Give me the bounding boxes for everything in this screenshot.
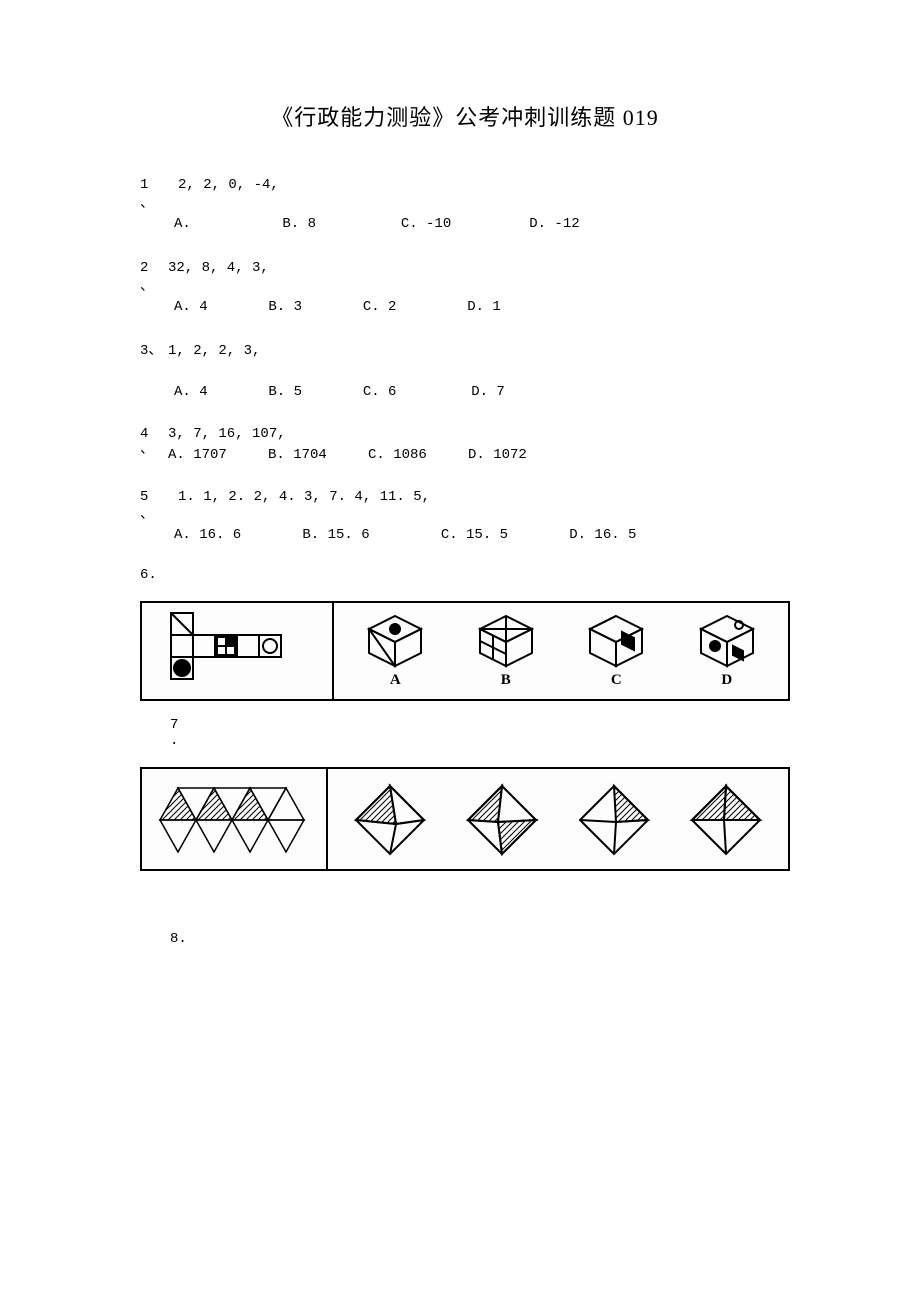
q7-net (142, 769, 328, 869)
q7-label: 7 . (170, 717, 790, 749)
q5-opt-d: D. 16. 5 (569, 522, 636, 549)
octahedron-icon (346, 780, 434, 858)
q6-option-b: B (472, 612, 540, 689)
q1-opt-c: C. -10 (401, 211, 521, 238)
cube-icon (582, 612, 650, 670)
q1-opt-b: B. 8 (282, 211, 392, 238)
triangle-strip-icon (154, 780, 314, 858)
q3-num: 3、 (140, 338, 168, 365)
q6-label: 6. (140, 567, 790, 583)
question-5: 5 1. 1, 2. 2, 4. 3, 7. 4, 11. 5, 、 A. 16… (140, 484, 790, 549)
q1-tick: 、 (140, 197, 168, 211)
q1-sequence: 2, 2, 0, -4, (178, 172, 790, 199)
q6-option-a: A (361, 612, 429, 689)
q2-num: 2 (140, 255, 168, 282)
q5-num: 5 (140, 484, 168, 511)
q5-opt-b: B. 15. 6 (302, 522, 432, 549)
q5-opt-c: C. 15. 5 (441, 522, 561, 549)
q3-opt-b: B. 5 (268, 379, 354, 406)
q4-opt-b: B. 1704 (268, 445, 368, 466)
octahedron-icon (682, 780, 770, 858)
q6-opt-b-label: B (501, 672, 511, 689)
q7-dot: . (170, 733, 790, 749)
cube-icon (693, 612, 761, 670)
q1-num: 1 (140, 172, 168, 199)
q1-opt-d: D. -12 (529, 211, 579, 238)
octahedron-icon (570, 780, 658, 858)
q4-tick: 、 (140, 443, 168, 457)
q8-label: 8. (170, 931, 790, 947)
octahedron-icon (458, 780, 546, 858)
figure-q7 (140, 767, 790, 871)
q2-opt-a: A. 4 (174, 294, 260, 321)
page-title: 《行政能力测验》公考冲刺训练题 019 (140, 100, 790, 132)
q6-opt-d-label: D (721, 672, 732, 689)
q6-opt-a-label: A (390, 672, 401, 689)
q3-opt-c: C. 6 (363, 379, 463, 406)
q4-sequence: 3, 7, 16, 107, (168, 424, 790, 445)
q6-option-c: C (582, 612, 650, 689)
q2-tick: 、 (140, 280, 168, 294)
q4-opt-a: A. 1707 (168, 445, 268, 466)
cube-net-icon (157, 611, 317, 691)
q5-tick: 、 (140, 508, 168, 522)
question-1: 1 2, 2, 0, -4, 、 A. B. 8 C. -10 D. -12 (140, 172, 790, 237)
question-2: 2 32, 8, 4, 3, 、 A. 4 B. 3 C. 2 D. 1 (140, 255, 790, 320)
cube-icon (472, 612, 540, 670)
question-3: 3、 1, 2, 2, 3, A. 4 B. 5 C. 6 D. 7 (140, 338, 790, 405)
q4-opt-c: C. 1086 (368, 445, 468, 466)
q5-opt-a: A. 16. 6 (174, 522, 294, 549)
q2-opt-b: B. 3 (268, 294, 354, 321)
q6-opt-c-label: C (611, 672, 622, 689)
q3-opt-a: A. 4 (174, 379, 260, 406)
q2-opt-d: D. 1 (467, 294, 501, 321)
q2-sequence: 32, 8, 4, 3, (168, 255, 790, 282)
q7-num: 7 (170, 717, 790, 733)
q5-sequence: 1. 1, 2. 2, 4. 3, 7. 4, 11. 5, (178, 484, 790, 511)
q3-sequence: 1, 2, 2, 3, (168, 338, 790, 365)
figure-q6: A B (140, 601, 790, 701)
question-4: 4 3, 7, 16, 107, 、 A. 1707 B. 1704 C. 10… (140, 424, 790, 466)
q6-net (142, 603, 334, 699)
q2-opt-c: C. 2 (363, 294, 459, 321)
q3-opt-d: D. 7 (471, 379, 505, 406)
q1-opt-a: A. (174, 211, 274, 238)
q6-option-d: D (693, 612, 761, 689)
cube-icon (361, 612, 429, 670)
q4-opt-d: D. 1072 (468, 445, 527, 466)
